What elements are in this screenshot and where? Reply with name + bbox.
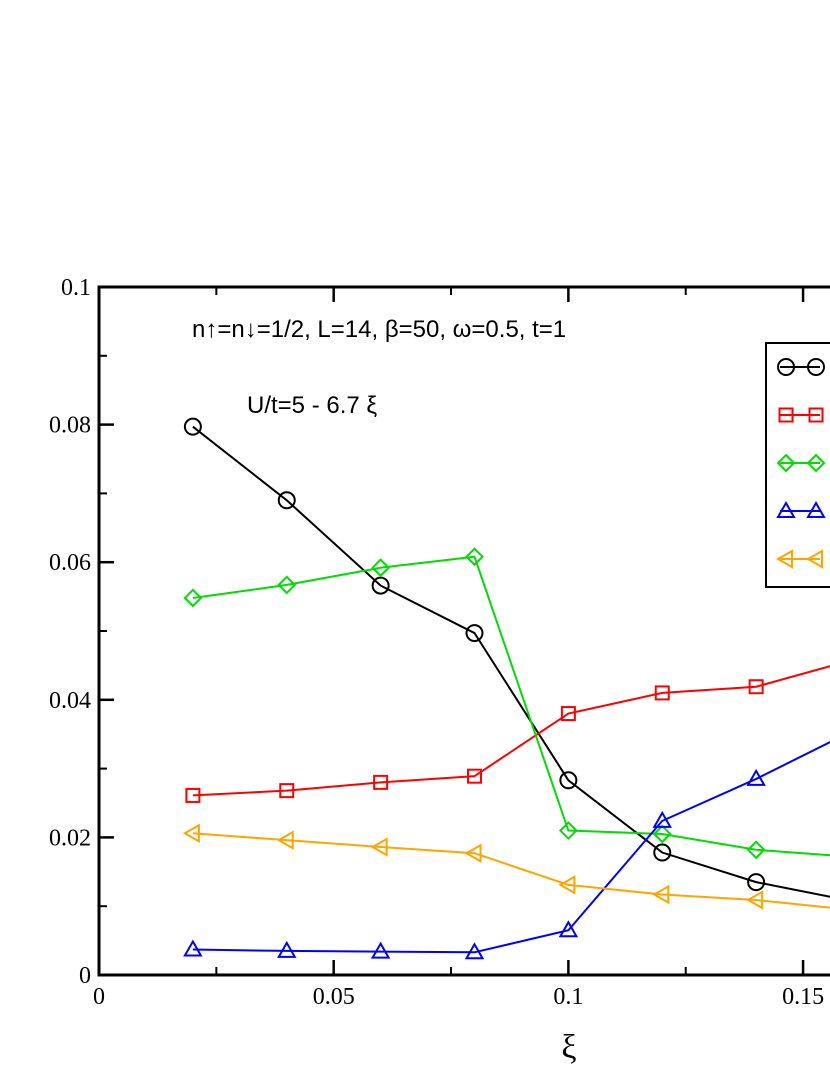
legend-marker (808, 407, 824, 423)
series-line (192, 555, 830, 857)
data-point (183, 939, 203, 957)
data-point (652, 884, 670, 905)
legend-marker (776, 500, 796, 518)
y-tick-label: 0.1 (61, 275, 91, 301)
legend-marker (807, 358, 825, 376)
data-point (277, 575, 297, 595)
x-axis-label: ξ (561, 1029, 576, 1066)
y-tick-label: 0.02 (49, 825, 91, 851)
data-point (373, 774, 389, 790)
data-point (183, 588, 203, 608)
data-point (746, 840, 766, 860)
y-tick-label: 0.04 (49, 688, 91, 714)
y-tick-label: 0 (79, 963, 91, 989)
data-point (654, 685, 670, 701)
series-5 (182, 823, 830, 910)
legend-marker (778, 407, 794, 423)
data-point (371, 576, 390, 595)
data-point (748, 679, 764, 695)
data-point (185, 787, 201, 803)
y-tick-label: 0.06 (49, 550, 91, 576)
series-lines (182, 417, 830, 960)
data-point (279, 783, 295, 799)
data-point (560, 706, 576, 722)
legend-marker (777, 358, 795, 376)
data-point (559, 771, 578, 790)
series-line (192, 665, 830, 797)
data-point (277, 491, 296, 510)
legend-marker (775, 549, 793, 569)
data-point (182, 823, 200, 843)
x-tick-label: 0.15 (782, 984, 824, 1010)
data-point (277, 940, 297, 958)
legend-marker (806, 453, 826, 473)
data-point (276, 830, 294, 850)
legend (765, 342, 830, 588)
x-tick-label: 0 (93, 984, 105, 1010)
data-point (371, 558, 391, 578)
x-tick-label: 0.05 (313, 984, 355, 1010)
data-point (652, 810, 672, 828)
data-point (464, 942, 485, 960)
series-3 (183, 547, 830, 860)
series-4 (183, 740, 830, 960)
y-tick-label: 0.08 (49, 413, 91, 439)
data-point (746, 890, 764, 910)
series-line (192, 740, 830, 954)
legend-marker (805, 549, 823, 569)
x-tick-label: 0.1 (553, 984, 583, 1010)
annotation-params: n↑=n↓=1/2, L=14, β=50, ω=0.5, t=1 (192, 316, 566, 343)
data-point (558, 821, 578, 840)
legend-box (765, 342, 830, 588)
data-point (370, 941, 391, 959)
data-point (183, 417, 202, 436)
data-point (746, 768, 766, 786)
series-line (192, 832, 830, 909)
legend-marker (776, 453, 796, 473)
data-point (558, 920, 579, 938)
data-point (370, 837, 388, 857)
series-line (192, 425, 830, 898)
series-2 (185, 665, 830, 803)
series-1 (183, 417, 830, 898)
data-point (465, 547, 484, 567)
annotation-coupling: U/t=5 - 6.7 ξ (247, 392, 377, 419)
data-point (464, 843, 482, 863)
axes: 0 0.05 0.1 0.15 0 0.02 0.04 0.06 0.08 0.1 (49, 275, 830, 1010)
data-point (558, 875, 576, 895)
legend-marker (806, 500, 826, 518)
data-point (653, 843, 672, 862)
data-point (467, 768, 482, 784)
data-point (465, 624, 484, 643)
data-point (652, 824, 672, 844)
data-point (747, 873, 766, 892)
